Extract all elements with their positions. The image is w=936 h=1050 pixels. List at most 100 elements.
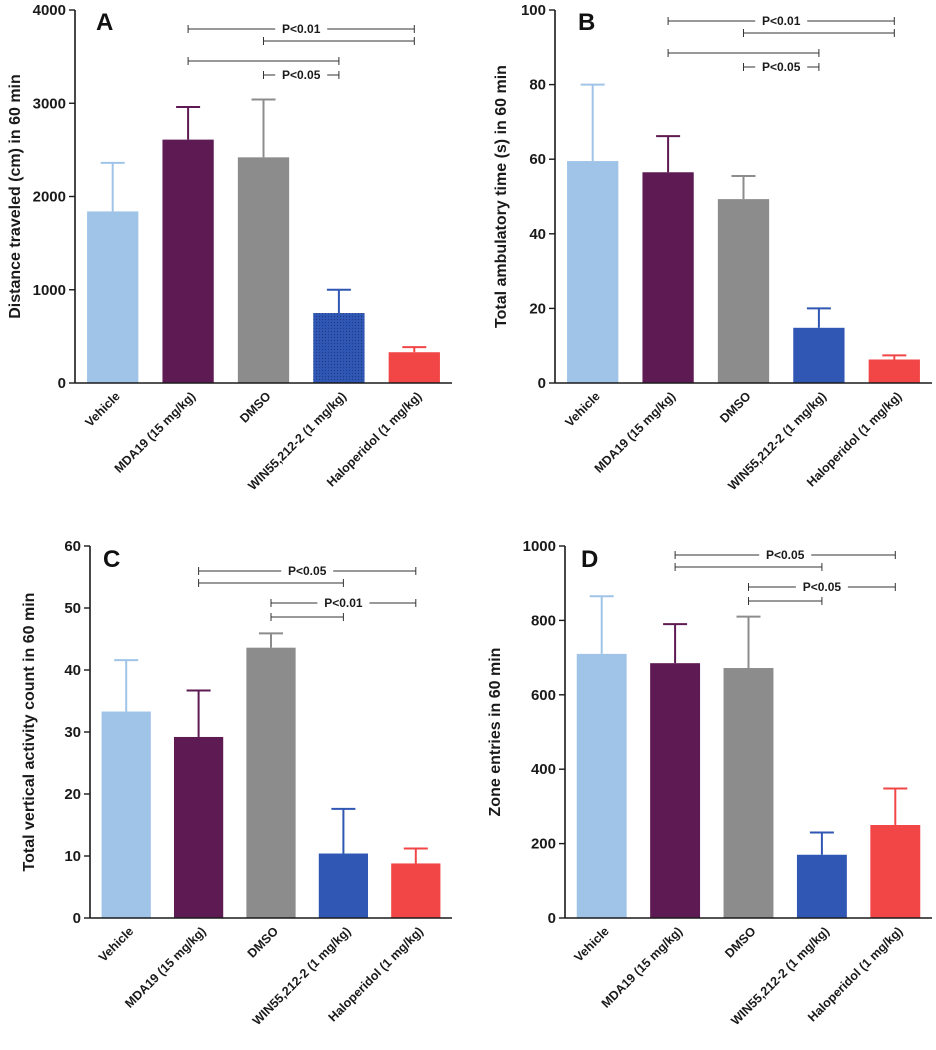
bar-1 <box>101 711 151 918</box>
significance-label: P<0.01 <box>324 596 363 610</box>
bar-4 <box>796 854 847 918</box>
significance-bracket <box>667 49 820 57</box>
y-axis-label: Distance traveled (cm) in 60 min <box>7 74 24 319</box>
y-axis-label: Zone entries in 60 min <box>487 648 504 817</box>
significance-bracket <box>270 613 344 621</box>
panel-c: C Total vertical activity count in 60 min… <box>21 538 452 1028</box>
y-tick-label: 30 <box>64 724 81 741</box>
bracket-label-bg <box>755 12 808 27</box>
panel-letter: C <box>103 546 120 573</box>
bar-5 <box>868 359 920 383</box>
x-tick-label: DMSO <box>722 924 759 961</box>
x-tick-label: Vehicle <box>96 924 136 964</box>
x-tick-label: DMSO <box>717 389 754 426</box>
bar-3 <box>237 157 290 383</box>
y-tick-label: 800 <box>531 612 556 629</box>
significance-label: P<0.05 <box>762 60 801 74</box>
y-tick-label: 3000 <box>33 95 66 112</box>
significance-label: P<0.01 <box>282 22 321 36</box>
y-tick-label: 100 <box>521 2 546 19</box>
significance-bracket: P<0.05 <box>674 546 896 562</box>
bracket-label-bg <box>759 546 812 561</box>
bar-5 <box>388 352 440 383</box>
y-tick-label: 0 <box>538 375 546 392</box>
bar-5 <box>870 825 921 918</box>
bracket-label-bg <box>795 578 848 593</box>
x-tick-label: MDA19 (15 mg/kg) <box>122 924 209 1011</box>
x-tick-label: DMSO <box>237 389 274 426</box>
y-tick-label: 50 <box>64 600 81 617</box>
y-tick-label: 0 <box>73 910 81 927</box>
significance-bracket <box>674 563 823 571</box>
bar-1 <box>567 161 619 383</box>
significance-bracket <box>748 597 823 605</box>
panel-d: D Zone entries in 60 min 0 200 400 600 800 1000… <box>487 538 932 1028</box>
x-tick-label: Vehicle <box>82 389 122 429</box>
y-tick-label: 80 <box>529 77 546 94</box>
panel-b: B Total ambulatory time (s) in 60 min 0 20 4… <box>493 2 932 493</box>
significance-label: P<0.05 <box>288 564 327 578</box>
significance-bracket: P<0.01 <box>187 20 415 36</box>
bar-5 <box>391 863 441 918</box>
y-tick-label: 40 <box>64 662 81 679</box>
bar-2 <box>650 663 701 918</box>
y-tick-label: 20 <box>64 786 81 803</box>
y-tick-label: 40 <box>529 226 546 243</box>
bar-2 <box>173 736 224 918</box>
significance-bracket: P<0.05 <box>263 66 340 82</box>
y-tick-label: 200 <box>531 836 556 853</box>
significance-bracket <box>198 579 344 587</box>
y-axis-label: Total ambulatory time (s) in 60 min <box>493 65 510 328</box>
significance-label: P<0.05 <box>282 68 321 82</box>
bar-1 <box>576 653 627 918</box>
panel-letter: B <box>578 9 595 36</box>
y-tick-label: 4000 <box>33 2 66 19</box>
y-tick-label: 600 <box>531 687 556 704</box>
y-tick-label: 60 <box>529 151 546 168</box>
y-tick-label: 10 <box>64 848 81 865</box>
bracket-label-bg <box>317 594 370 609</box>
significance-bracket <box>743 29 895 37</box>
bar-2 <box>642 172 694 383</box>
significance-bracket: P<0.05 <box>198 562 417 578</box>
significance-label: P<0.01 <box>762 14 801 28</box>
significance-bracket: P<0.05 <box>748 578 896 594</box>
bar-4 <box>318 853 369 918</box>
y-tick-label: 2000 <box>33 189 66 206</box>
significance-label: P<0.05 <box>803 580 842 594</box>
bracket-label-bg <box>275 66 328 81</box>
significance-bracket: P<0.01 <box>270 594 417 610</box>
panel-a: A Distance traveled (cm) in 60 min 0 1000 20… <box>7 2 452 493</box>
y-axis-label: Total vertical activity count in 60 min <box>21 593 38 872</box>
y-tick-label: 60 <box>64 538 81 555</box>
panel-letter: D <box>581 546 598 573</box>
x-tick-label: DMSO <box>245 924 282 961</box>
x-tick-label: Vehicle <box>571 924 611 964</box>
y-tick-label: 1000 <box>523 538 556 555</box>
significance-bracket <box>187 57 340 65</box>
y-tick-label: 400 <box>531 761 556 778</box>
bar-3 <box>246 647 296 918</box>
significance-bracket: P<0.05 <box>743 58 820 74</box>
x-tick-label: MDA19 (15 mg/kg) <box>599 924 686 1011</box>
bar-4 <box>313 313 365 383</box>
panel-letter: A <box>96 9 113 36</box>
significance-bracket <box>263 37 415 45</box>
significance-label: P<0.05 <box>766 548 805 562</box>
significance-bracket: P<0.01 <box>667 12 895 28</box>
y-tick-label: 0 <box>548 910 556 927</box>
bracket-label-bg <box>275 20 328 35</box>
y-tick-label: 1000 <box>33 282 66 299</box>
bar-3 <box>717 199 770 383</box>
y-tick-label: 20 <box>529 300 546 317</box>
bar-1 <box>87 211 139 383</box>
bar-2 <box>162 139 214 383</box>
bar-4 <box>793 327 845 383</box>
x-tick-label: MDA19 (15 mg/kg) <box>112 389 199 476</box>
y-tick-label: 0 <box>58 375 66 392</box>
x-tick-label: MDA19 (15 mg/kg) <box>592 389 679 476</box>
bar-3 <box>723 668 774 918</box>
bracket-label-bg <box>281 562 334 577</box>
bracket-label-bg <box>755 58 808 73</box>
